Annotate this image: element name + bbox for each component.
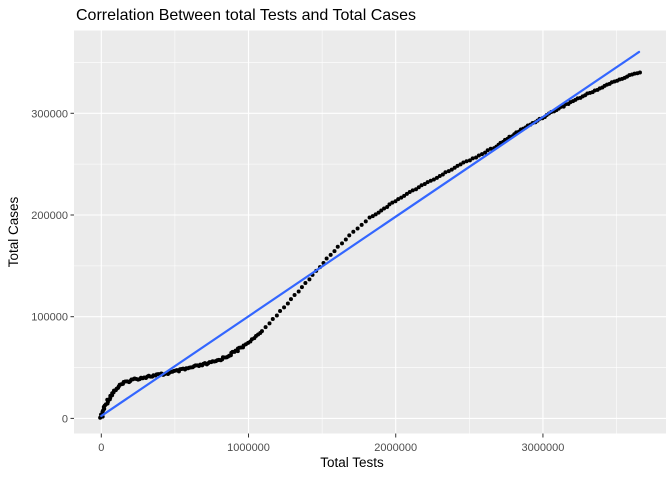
x-tick-label: 1000000 [227,442,270,454]
data-point [474,155,479,160]
data-point [382,206,387,211]
data-point [443,170,448,175]
data-point [340,241,344,246]
data-point [370,214,375,219]
data-point [414,187,419,192]
data-point [376,210,381,215]
data-point [396,197,401,202]
y-axis-title: Total Cases [6,196,21,268]
data-point [270,317,275,322]
data-point [285,301,290,306]
data-point [296,289,301,294]
data-point [461,160,466,165]
data-point [425,180,430,185]
data-point [390,200,395,205]
data-point [347,233,352,238]
data-point [303,281,308,286]
data-point [480,152,485,157]
data-point [282,305,287,310]
data-point [351,229,356,234]
data-point [452,165,457,170]
data-point [385,205,390,210]
data-point [404,191,409,196]
data-point [399,195,404,200]
data-point [416,185,421,190]
data-point [263,325,268,330]
data-point [446,169,451,174]
data-point [637,70,642,75]
data-point [307,277,312,282]
y-tick-label: 300000 [31,108,68,120]
data-point [359,222,364,227]
data-point [387,202,392,207]
x-tick-label: 0 [98,442,104,454]
data-point [367,215,372,220]
data-point [292,293,297,298]
data-point [455,163,460,168]
data-point [470,156,475,161]
trend-line [100,50,641,418]
data-point [431,177,436,182]
data-point [422,182,427,187]
data-point [393,199,398,204]
y-tick-label: 200000 [31,210,68,222]
y-tick-label: 100000 [31,312,68,324]
data-point [485,148,490,153]
data-point [373,212,378,217]
y-tick-label: 0 [62,413,68,425]
data-point [488,146,493,151]
data-point [363,219,368,224]
data-point [402,193,407,198]
x-tick-label: 3000000 [522,442,565,454]
data-point [299,285,304,290]
data-point [335,244,340,249]
x-axis-title: Total Tests [320,455,384,470]
x-tick-label: 2000000 [374,442,417,454]
data-point [379,208,384,213]
data-point [343,237,348,242]
data-point [288,297,293,302]
data-point [410,188,415,193]
data-point [324,256,329,261]
data-point [434,175,439,180]
data-point [419,183,424,188]
chart-title: Correlation Between total Tests and Tota… [76,7,417,24]
data-point [274,313,279,318]
data-point [458,162,463,167]
data-point [440,172,445,177]
data-point [464,159,469,164]
data-point [449,167,454,172]
data-point [328,252,333,257]
data-point [428,178,433,183]
data-point [483,150,488,155]
data-point [437,174,442,179]
data-point [259,329,264,334]
data-point [278,309,283,314]
data-point [407,189,412,194]
data-point [267,321,272,326]
data-point [467,158,472,163]
data-point [476,153,481,158]
data-point [355,226,360,231]
data-point [332,249,337,254]
